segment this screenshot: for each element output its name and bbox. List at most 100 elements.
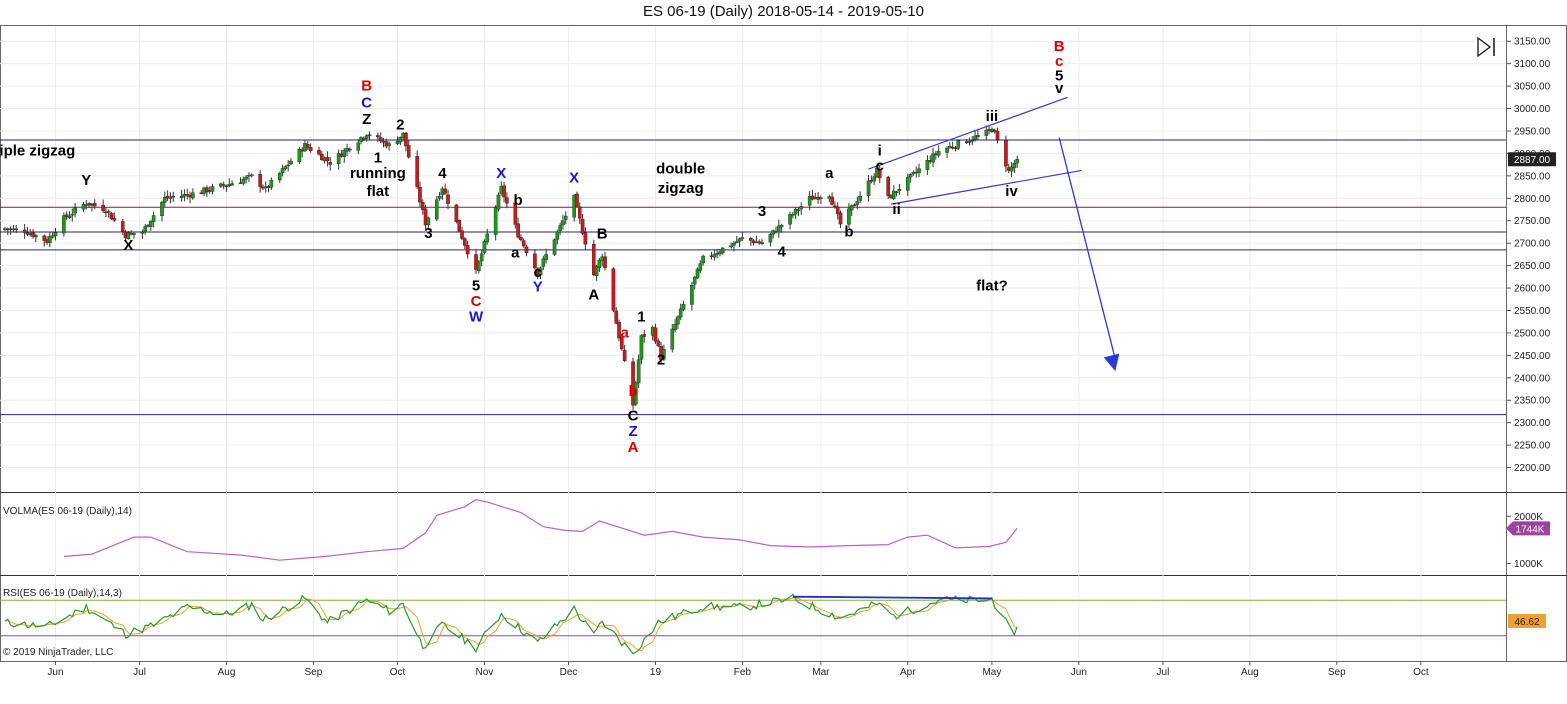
candle-body	[126, 232, 131, 240]
candle	[533, 249, 537, 270]
candle	[768, 232, 773, 247]
candle-body	[642, 334, 647, 337]
candle-body	[437, 195, 442, 199]
wave-label: 2	[396, 117, 404, 134]
candle-body	[1009, 166, 1014, 172]
candle	[620, 335, 624, 351]
candle	[732, 240, 736, 252]
candle-body	[404, 132, 408, 147]
candle	[1015, 155, 1019, 168]
chart-annotation: flat	[367, 183, 390, 200]
candle	[454, 203, 459, 224]
candle-body	[140, 232, 145, 234]
wave-label: W	[469, 309, 484, 326]
candle-body	[457, 220, 462, 232]
wave-label: a	[511, 245, 520, 262]
candle	[505, 192, 509, 209]
chart-annotation: iple zigzag	[0, 143, 75, 160]
candle	[737, 237, 742, 247]
candle-body	[656, 340, 661, 346]
candle-body	[925, 159, 930, 170]
candle	[788, 211, 792, 230]
wave-label: C	[628, 407, 639, 424]
candle	[591, 239, 596, 277]
candle-body	[611, 268, 616, 311]
wave-label: 3	[424, 225, 432, 242]
candle	[406, 140, 411, 159]
chart-title: ES 06-19 (Daily) 2018-05-14 - 2019-05-10	[643, 3, 924, 20]
candle-body	[701, 255, 705, 264]
candle-body	[698, 263, 703, 271]
candle	[698, 260, 703, 273]
chart-annotation: double	[656, 161, 705, 178]
candle-body	[917, 168, 921, 173]
candle-body	[479, 253, 484, 262]
time-tick-label: 19	[650, 667, 662, 678]
candle-body	[356, 142, 361, 151]
scroll-to-end-button[interactable]	[1474, 36, 1498, 58]
candle-body	[81, 204, 86, 210]
candle-body	[210, 186, 215, 192]
candle-body	[956, 140, 961, 149]
candle-body	[849, 205, 854, 211]
candle-body	[286, 164, 290, 167]
candle-body	[289, 161, 293, 165]
time-tick-label: Oct	[390, 667, 406, 678]
candle-body	[620, 336, 624, 350]
candle-body	[591, 243, 596, 275]
candle	[420, 199, 425, 215]
candle	[165, 190, 170, 202]
candle	[519, 234, 523, 242]
candle	[277, 171, 282, 183]
candle-body	[106, 211, 111, 213]
price-tick-label: 2850.00	[1514, 171, 1551, 182]
candle-body	[732, 242, 736, 246]
candle	[112, 212, 117, 222]
candle	[793, 207, 798, 220]
candle-body	[833, 205, 837, 207]
candle-body	[496, 194, 501, 210]
time-tick-label: Aug	[1241, 667, 1259, 678]
candle-body	[791, 214, 795, 216]
candle-body	[931, 153, 935, 163]
channel-trendline	[890, 169, 1082, 205]
candle-body	[120, 221, 125, 232]
candle	[712, 249, 717, 261]
wave-label: 3	[758, 203, 766, 220]
candle	[925, 155, 930, 175]
candle	[502, 181, 506, 203]
candle	[886, 175, 890, 200]
candle	[690, 281, 694, 311]
candle-body	[482, 241, 487, 253]
candle	[799, 202, 804, 215]
candle	[734, 235, 739, 244]
candle	[729, 242, 733, 249]
candle	[897, 183, 902, 195]
candle	[477, 260, 481, 274]
candle-body	[720, 247, 725, 254]
candle-body	[230, 183, 234, 186]
candle	[325, 151, 330, 167]
candle-body	[168, 197, 173, 199]
candle	[541, 255, 546, 271]
wave-label: C	[471, 293, 482, 310]
candle-body	[34, 235, 38, 238]
candle-body	[443, 188, 447, 194]
wave-label: b	[628, 383, 637, 400]
volma-title: VOLMA(ES 06-19 (Daily),14)	[3, 506, 132, 517]
candle-body	[681, 303, 686, 310]
candle	[387, 141, 391, 151]
candle-body	[886, 176, 890, 196]
candle-body	[976, 135, 980, 137]
candle	[163, 191, 167, 207]
price-tick-label: 2650.00	[1514, 261, 1551, 272]
candle	[908, 173, 913, 183]
candle	[695, 267, 700, 280]
candle-body	[544, 254, 548, 260]
horizontal-support-lines	[0, 139, 1506, 416]
volma-last-box	[1506, 521, 1550, 536]
candle-body	[418, 187, 422, 203]
candle	[367, 131, 372, 140]
candle	[970, 136, 975, 146]
